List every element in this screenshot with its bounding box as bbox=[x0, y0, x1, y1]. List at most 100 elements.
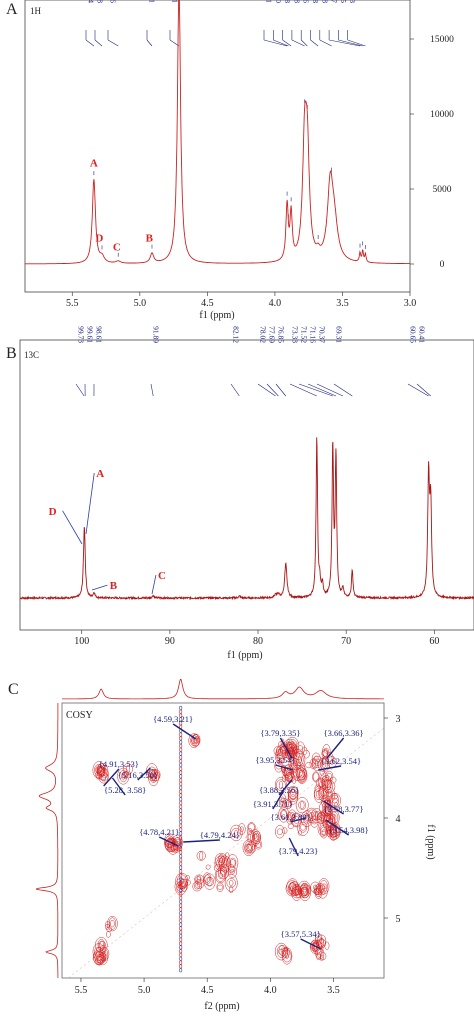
y-tick-label: 5000 bbox=[433, 185, 452, 195]
x-tick-label: 5.0 bbox=[138, 985, 151, 996]
contour-ring bbox=[320, 772, 329, 786]
cross-peak-label: {5.16,3.50} bbox=[118, 770, 158, 780]
contour-ring bbox=[280, 947, 285, 954]
cross-peak-label: {3.66,3.36} bbox=[324, 728, 364, 738]
x-tick-label: 70 bbox=[341, 636, 351, 647]
cross-peak-arrow bbox=[279, 737, 293, 759]
peak-leader-line bbox=[85, 39, 95, 47]
contour-ring bbox=[105, 920, 111, 928]
contour-ring bbox=[229, 886, 234, 894]
panel-a-annotations: A DC B bbox=[90, 158, 154, 254]
x-tick-label: 3.5 bbox=[327, 985, 340, 996]
contour-ring bbox=[281, 946, 290, 959]
contour-ring bbox=[284, 798, 293, 809]
contour-ring bbox=[106, 931, 111, 938]
contour-ring bbox=[205, 864, 211, 870]
contour-ring bbox=[219, 857, 224, 863]
contour-ring bbox=[100, 768, 106, 775]
peak-shift-label: 3.88 bbox=[283, 0, 292, 3]
contour-ring bbox=[216, 882, 224, 893]
contour-ring bbox=[311, 818, 318, 825]
contour-ring bbox=[322, 779, 336, 794]
contour-ring bbox=[281, 799, 287, 809]
panel-a-x-axis: 5.5 5.0 4.5 4.0 3.5 3.0 bbox=[66, 292, 416, 309]
contour-ring bbox=[216, 858, 226, 869]
contour-ring bbox=[214, 853, 228, 868]
contour-ring bbox=[96, 762, 109, 781]
contour-ring bbox=[297, 756, 302, 764]
peak-leader-line bbox=[347, 39, 366, 47]
x-tick-label: 4.5 bbox=[201, 298, 214, 309]
x-tick-label: 100 bbox=[74, 636, 89, 647]
contour-ring bbox=[314, 788, 324, 801]
contour-ring bbox=[252, 832, 257, 840]
peak-shift-label: 4.91 bbox=[148, 0, 157, 3]
peak-shift-label: 3.37 bbox=[330, 0, 339, 3]
panel-a-1h-spectrum: A 1H 5.345.285.164.914.713.913.903.883.7… bbox=[6, 0, 454, 321]
peak-leader-line bbox=[75, 383, 85, 397]
contour-ring bbox=[217, 854, 225, 866]
peak-shift-label: 70.37 bbox=[318, 326, 327, 343]
cross-peak-label: {4.59,3.21} bbox=[153, 714, 193, 724]
contour-ring bbox=[283, 948, 289, 957]
peak-leader-line bbox=[338, 39, 363, 47]
contour-ring bbox=[314, 784, 321, 792]
x-tick-label: 60 bbox=[429, 636, 439, 647]
contour-ring bbox=[229, 869, 235, 875]
peak-leader-line bbox=[94, 39, 103, 47]
contour-ring bbox=[194, 874, 204, 885]
cross-peak-label: {4.79,4.24} bbox=[200, 830, 240, 840]
contour-ring bbox=[239, 826, 244, 832]
contour-ring bbox=[96, 953, 103, 961]
peak-leader-line bbox=[146, 39, 153, 47]
contour-ring bbox=[322, 750, 329, 757]
panel-b-letter: B bbox=[6, 345, 17, 362]
peak-shift-label: 3.76 bbox=[302, 0, 311, 3]
x-tick-label: 5.0 bbox=[134, 298, 147, 309]
panel-a-peak-labels: 5.345.28 5.16 4.91 4.71 3.913.903.883.783.76… bbox=[85, 0, 366, 257]
contour-ring bbox=[188, 733, 200, 748]
panel-a-spectrum-line bbox=[24, 0, 410, 265]
contour-ring bbox=[254, 839, 263, 850]
assignment-leader bbox=[91, 584, 108, 591]
cross-peak-label: {3.58,3.77} bbox=[324, 804, 364, 814]
y-tick-label: 10000 bbox=[430, 110, 454, 120]
contour-ring bbox=[295, 741, 305, 755]
contour-ring bbox=[284, 766, 291, 776]
contour-ring bbox=[287, 785, 299, 800]
contour-ring bbox=[121, 772, 126, 780]
contour-ring bbox=[287, 789, 299, 805]
contour-ring bbox=[153, 770, 158, 780]
contour-ring bbox=[277, 758, 282, 765]
contour-ring bbox=[247, 832, 254, 841]
contour-ring bbox=[315, 933, 323, 945]
peak-leader-line bbox=[307, 383, 337, 397]
contour-ring bbox=[176, 881, 186, 892]
contour-ring bbox=[250, 829, 261, 846]
contour-ring bbox=[291, 886, 302, 899]
contour-ring bbox=[321, 776, 328, 782]
contour-ring bbox=[123, 763, 133, 776]
peak-leader-line bbox=[316, 383, 344, 397]
contour-ring bbox=[196, 850, 206, 861]
peak-leader-line bbox=[263, 39, 288, 47]
contour-ring bbox=[324, 789, 334, 802]
diagonal-guide bbox=[68, 727, 385, 979]
contour-ring bbox=[274, 748, 286, 764]
contour-ring bbox=[247, 822, 256, 833]
contour-ring bbox=[252, 830, 261, 845]
contour-ring bbox=[104, 923, 111, 930]
contour-ring bbox=[275, 825, 285, 839]
panel-c-plot-frame bbox=[61, 702, 385, 979]
panel-c-x-axis: 5.5 5.0 4.5 4.0 3.5 bbox=[75, 978, 340, 996]
peak-leader-line bbox=[300, 39, 308, 47]
contour-ring bbox=[280, 810, 287, 819]
contour-ring bbox=[323, 812, 332, 826]
contour-ring bbox=[314, 888, 321, 896]
cross-peak-arrow bbox=[326, 737, 345, 759]
contour-ring bbox=[247, 841, 257, 854]
contour-ring bbox=[99, 940, 106, 950]
panel-a-frame bbox=[24, 0, 411, 293]
cross-peak-label: {3.54,3.98} bbox=[329, 825, 369, 835]
contour-ring bbox=[311, 752, 321, 765]
